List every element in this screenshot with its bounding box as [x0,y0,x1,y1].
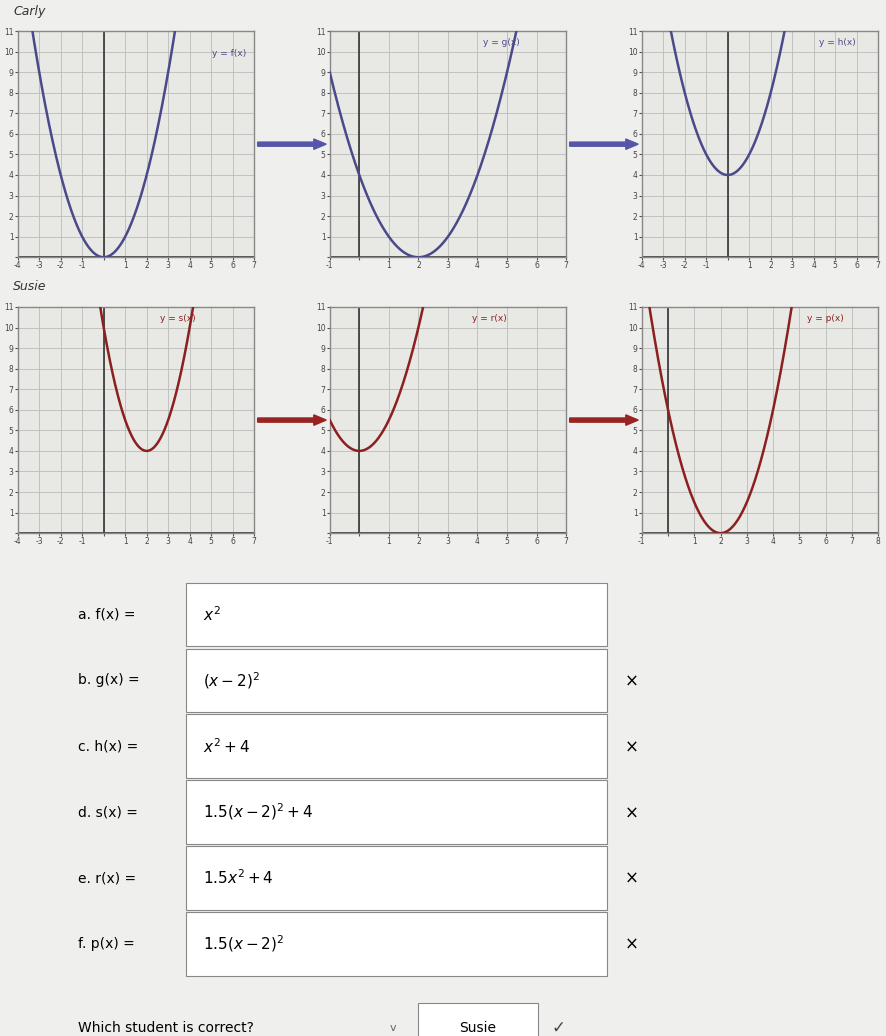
Text: $(x-2)^{2}$: $(x-2)^{2}$ [203,670,260,691]
Text: f. p(x) =: f. p(x) = [78,937,135,951]
Text: Carly: Carly [13,4,45,18]
Text: $\times$: $\times$ [624,671,637,689]
FancyBboxPatch shape [185,912,606,976]
Text: $\times$: $\times$ [624,934,637,953]
Text: a. f(x) =: a. f(x) = [78,607,136,622]
Text: $1.5x^{2}+4$: $1.5x^{2}+4$ [203,868,273,888]
Text: $x^{2}+4$: $x^{2}+4$ [203,737,249,755]
Text: $\times$: $\times$ [624,803,637,822]
Text: Susie: Susie [13,281,46,293]
FancyBboxPatch shape [185,715,606,778]
FancyBboxPatch shape [185,780,606,844]
FancyBboxPatch shape [417,1003,538,1036]
FancyBboxPatch shape [185,582,606,646]
Text: y = p(x): y = p(x) [806,314,843,323]
Text: y = r(x): y = r(x) [471,314,506,323]
Text: Which student is correct?: Which student is correct? [78,1020,253,1035]
Text: Susie: Susie [459,1020,496,1035]
Text: e. r(x) =: e. r(x) = [78,871,136,885]
Text: c. h(x) =: c. h(x) = [78,740,138,753]
Text: y = g(x): y = g(x) [483,38,519,47]
Text: $1.5(x-2)^{2}$: $1.5(x-2)^{2}$ [203,933,284,954]
Text: $x^{2}$: $x^{2}$ [203,605,221,624]
Text: d. s(x) =: d. s(x) = [78,805,137,819]
Text: $1.5(x-2)^{2}+4$: $1.5(x-2)^{2}+4$ [203,802,313,823]
Text: ✓: ✓ [550,1019,564,1036]
Text: y = s(x): y = s(x) [159,314,195,323]
Text: v: v [389,1023,396,1033]
Text: $\times$: $\times$ [624,738,637,755]
FancyBboxPatch shape [185,846,606,910]
Text: $\times$: $\times$ [624,869,637,887]
FancyBboxPatch shape [185,649,606,712]
Text: y = h(x): y = h(x) [818,38,855,47]
Text: b. g(x) =: b. g(x) = [78,673,139,688]
Text: y = f(x): y = f(x) [212,49,245,58]
